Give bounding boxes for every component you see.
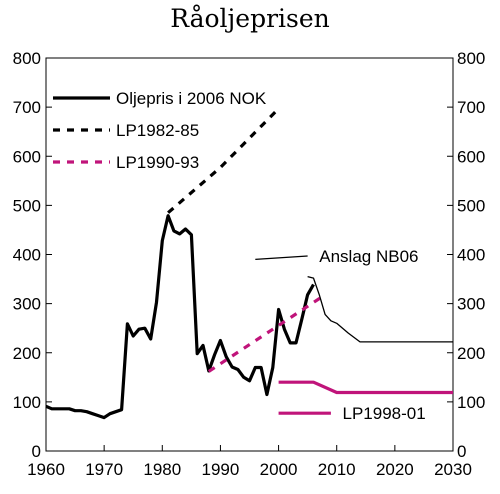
annotation-pointer: [255, 255, 308, 261]
y-tick-label-right: 300: [457, 295, 485, 314]
y-tick-label-right: 500: [457, 196, 485, 215]
y-tick-label-right: 700: [457, 98, 485, 117]
x-tick-label: 1970: [85, 460, 123, 479]
series-layer: [45, 107, 453, 420]
y-tick-label-left: 600: [13, 147, 41, 166]
series-line: [45, 214, 315, 420]
y-tick-label-left: 800: [13, 49, 41, 68]
y-tick-label-right: 400: [457, 246, 485, 265]
chart-title: Råoljeprisen: [170, 4, 330, 33]
annotation-label: LP1998-01: [343, 404, 426, 423]
axis-ticks: 0 0 100 100 200 200 300 300 400 400 500 500 600 600 70…: [13, 49, 486, 479]
legend-label: LP1982-85: [116, 121, 199, 140]
annotations: Anslag NB06 LP1998-01: [255, 247, 426, 423]
x-tick-label: 2010: [318, 460, 356, 479]
series-line: [307, 275, 453, 343]
annotation-label: Anslag NB06: [319, 247, 418, 266]
x-tick-label: 2020: [376, 460, 414, 479]
y-tick-label-left: 500: [13, 196, 41, 215]
y-tick-label-right: 0: [457, 442, 466, 461]
y-tick-label-left: 400: [13, 246, 41, 265]
x-tick-label: 1980: [143, 460, 181, 479]
y-tick-label-left: 300: [13, 295, 41, 314]
x-tick-label: 1960: [27, 460, 65, 479]
y-tick-label-right: 100: [457, 393, 485, 412]
legend: Oljepris i 2006 NOK LP1982-85 LP1990-93: [53, 89, 267, 172]
series-line: [207, 293, 326, 373]
y-tick-label-left: 200: [13, 344, 41, 363]
series-line: [278, 380, 453, 395]
y-tick-label-right: 200: [457, 344, 485, 363]
y-tick-label-left: 100: [13, 393, 41, 412]
x-tick-label: 2030: [434, 460, 472, 479]
y-tick-label-left: 0: [32, 442, 41, 461]
y-tick-label-left: 700: [13, 98, 41, 117]
legend-label: LP1990-93: [116, 153, 199, 172]
y-tick-label-right: 600: [457, 147, 485, 166]
y-tick-label-right: 800: [457, 49, 485, 68]
x-tick-label: 1990: [202, 460, 240, 479]
legend-label: Oljepris i 2006 NOK: [116, 89, 267, 108]
x-tick-label: 2000: [260, 460, 298, 479]
